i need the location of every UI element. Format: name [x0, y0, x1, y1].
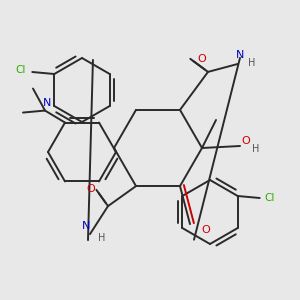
Text: N: N [82, 221, 90, 231]
Text: H: H [248, 58, 256, 68]
Text: O: O [197, 54, 206, 64]
Text: O: O [242, 136, 250, 146]
Text: Cl: Cl [265, 193, 275, 203]
Text: N: N [236, 50, 244, 60]
Text: Cl: Cl [15, 65, 26, 75]
Text: H: H [98, 233, 106, 243]
Text: O: O [86, 184, 95, 194]
Text: H: H [252, 144, 260, 154]
Text: N: N [43, 98, 51, 108]
Text: O: O [202, 225, 210, 235]
